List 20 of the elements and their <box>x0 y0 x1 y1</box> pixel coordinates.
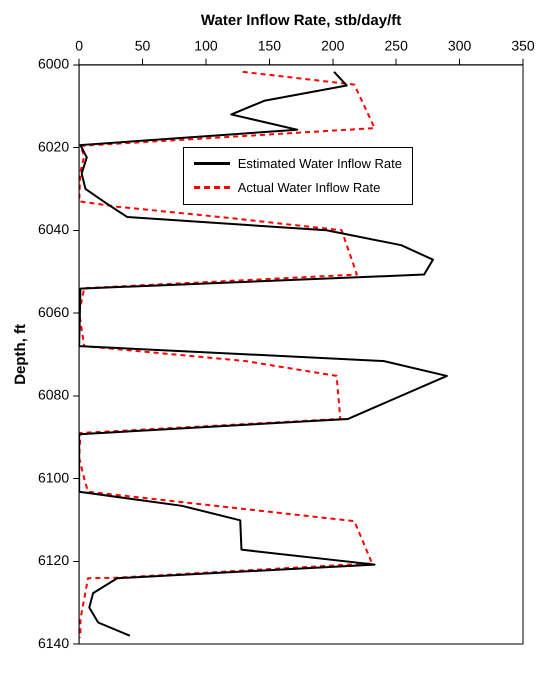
y-tick-label: 6000 <box>38 56 70 72</box>
x-tick-label: 150 <box>258 37 282 54</box>
legend-label: Estimated Water Inflow Rate <box>238 156 402 172</box>
y-tick-label: 6080 <box>38 386 70 403</box>
y-tick-label: 6100 <box>38 469 70 486</box>
y-axis-title: Depth, ft <box>12 324 30 385</box>
x-tick-label: 100 <box>194 37 218 54</box>
x-tick-label: 0 <box>75 37 84 54</box>
y-tick-label: 6040 <box>38 221 70 238</box>
legend-label: Actual Water Inflow Rate <box>238 180 380 196</box>
x-axis-title: Water Inflow Rate, stb/day/ft <box>200 12 402 30</box>
y-tick-label: 6120 <box>38 552 70 568</box>
x-tick-label: 250 <box>384 37 408 54</box>
x-tick-label: 50 <box>134 37 151 54</box>
x-tick-label: 200 <box>321 37 345 54</box>
x-tick-label: 300 <box>448 37 472 54</box>
y-tick-label: 6020 <box>38 138 70 154</box>
y-tick-label: 6060 <box>38 304 70 320</box>
x-tick-label: 350 <box>511 37 535 54</box>
y-tick-label: 6140 <box>38 634 70 651</box>
